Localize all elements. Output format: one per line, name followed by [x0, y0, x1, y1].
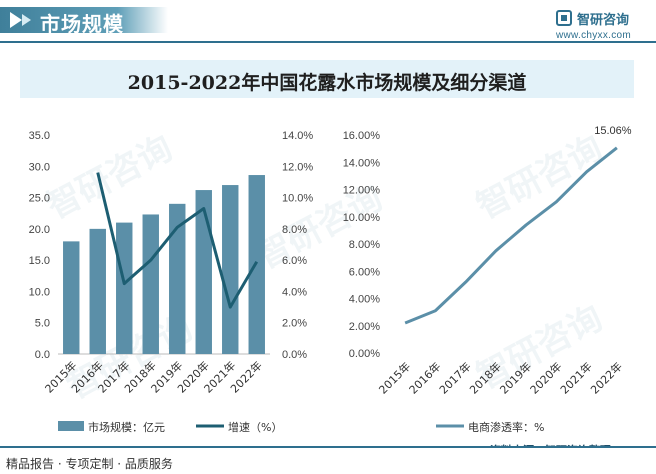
y-left-tick-label: 0.0	[35, 349, 50, 361]
bar-market-size	[222, 185, 239, 354]
y-left-tick-label: 10.0	[29, 286, 50, 298]
y-tick-label: 12.00%	[343, 185, 381, 197]
y-tick-label: 4.00%	[349, 294, 380, 306]
data-label-last: 15.06%	[594, 125, 632, 137]
bar-market-size	[169, 203, 186, 354]
x-tick-label: 2017年	[436, 359, 473, 396]
y-right-tick-label: 2.0%	[282, 318, 307, 330]
x-tick-label: 2015年	[376, 359, 413, 396]
y-tick-label: 8.00%	[349, 239, 380, 251]
chart-title-box: 2015-2022年中国花露水市场规模及细分渠道	[20, 60, 634, 98]
y-left-tick-label: 30.0	[29, 161, 50, 173]
x-tick-label: 2019年	[497, 359, 534, 396]
legend-label-line: 电商渗透率：%	[468, 420, 544, 434]
y-tick-label: 16.00%	[343, 130, 381, 142]
footer-divider	[0, 446, 656, 448]
x-tick-label: 2018年	[467, 359, 504, 396]
header-divider	[0, 41, 656, 43]
x-tick-label: 2020年	[527, 359, 564, 396]
legend-swatch-bar	[58, 421, 84, 431]
y-right-tick-label: 6.0%	[282, 255, 307, 267]
footer-slogan: 精品报告 · 专项定制 · 品质服务	[6, 457, 173, 471]
page-footer: 精品报告 · 专项定制 · 品质服务	[0, 446, 656, 474]
arrow-icon	[22, 14, 31, 26]
y-left-tick-label: 25.0	[29, 193, 50, 205]
legend-label-bar: 市场规模：亿元	[88, 420, 165, 434]
y-left-tick-label: 5.0	[35, 318, 50, 330]
y-right-tick-label: 12.0%	[282, 161, 313, 173]
logo-icon	[556, 10, 572, 26]
line-ecommerce-penetration	[404, 146, 618, 325]
y-tick-label: 14.00%	[343, 157, 381, 169]
y-tick-label: 6.00%	[349, 266, 380, 278]
x-tick-label: 2021年	[557, 359, 594, 396]
bar-market-size	[89, 228, 106, 354]
y-left-tick-label: 20.0	[29, 224, 50, 236]
bar-market-size	[142, 214, 159, 354]
legend-label-line: 增速（%）	[228, 420, 282, 434]
y-right-tick-label: 4.0%	[282, 286, 307, 298]
y-left-tick-label: 35.0	[29, 130, 50, 142]
chart-title: 2015-2022年中国花露水市场规模及细分渠道	[127, 72, 527, 94]
y-right-tick-label: 10.0%	[282, 193, 313, 205]
logo-name: 智研咨询	[577, 13, 630, 28]
y-right-tick-label: 8.0%	[282, 224, 307, 236]
bar-market-size	[116, 222, 133, 354]
bar-market-size	[195, 190, 212, 354]
arrow-icon	[10, 12, 22, 28]
y-right-tick-label: 14.0%	[282, 130, 313, 142]
logo-url: www.chyxx.com	[556, 30, 632, 41]
page-header: 市场规模 智研咨询 www.chyxx.com	[0, 0, 656, 44]
bar-market-size	[63, 241, 80, 354]
section-title: 市场规模	[40, 12, 124, 36]
line-growth-rate	[96, 172, 259, 309]
x-tick-label: 2022年	[588, 359, 625, 396]
x-tick-label: 2016年	[406, 359, 443, 396]
y-tick-label: 10.00%	[343, 212, 381, 224]
y-left-tick-label: 15.0	[29, 255, 50, 267]
y-right-tick-label: 0.0%	[282, 349, 307, 361]
y-tick-label: 2.00%	[349, 321, 380, 333]
y-tick-label: 0.00%	[349, 348, 380, 360]
